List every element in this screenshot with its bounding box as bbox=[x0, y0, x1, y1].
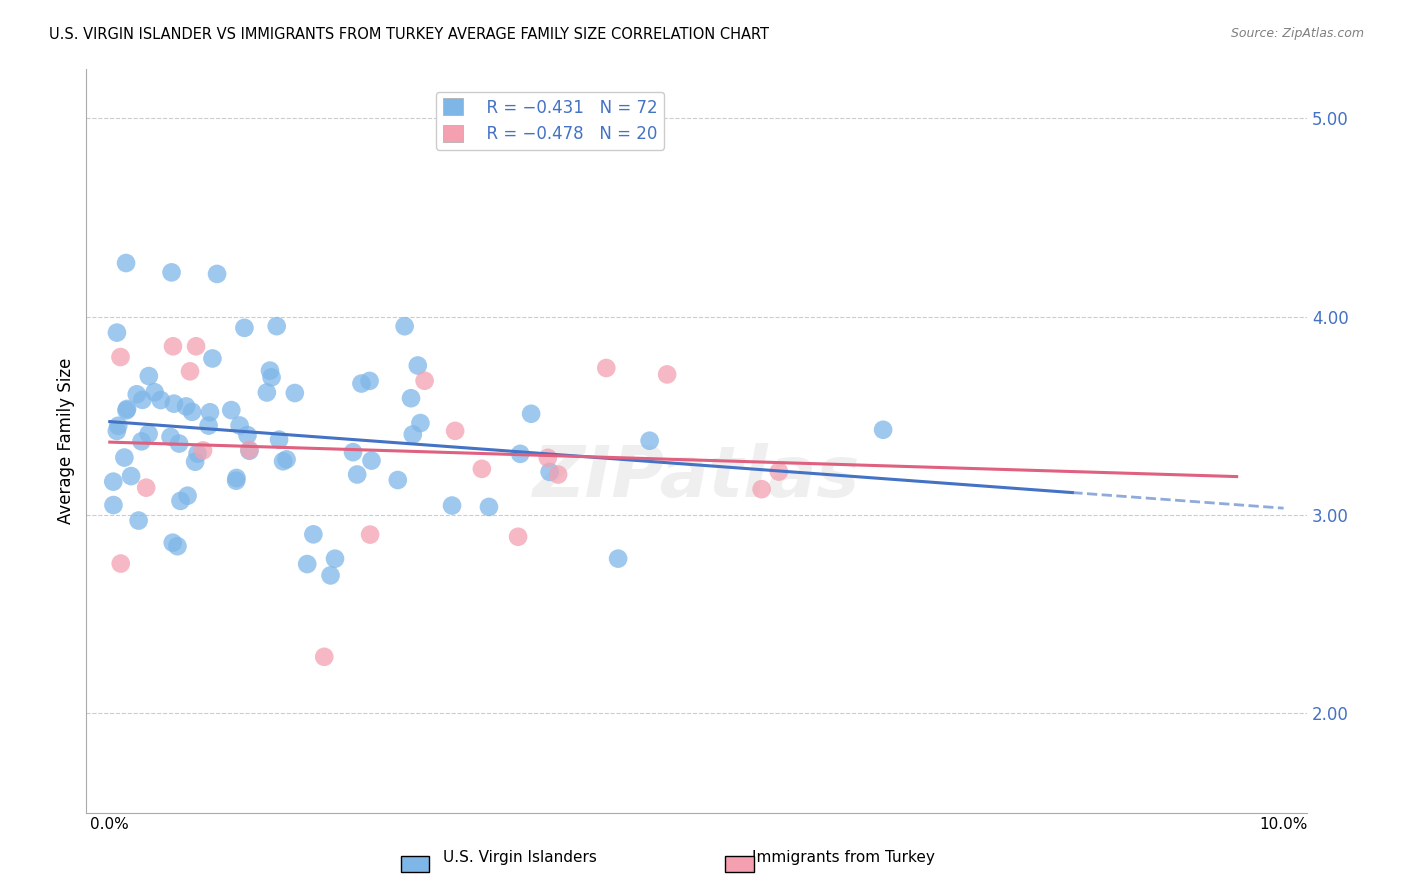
Point bbox=[256, 385, 278, 400]
Text: Immigrants from Turkey: Immigrants from Turkey bbox=[752, 850, 935, 865]
Point bbox=[221, 403, 243, 417]
Point bbox=[128, 514, 150, 528]
Point bbox=[115, 256, 138, 270]
Point bbox=[269, 433, 291, 447]
Point bbox=[350, 376, 373, 391]
Point bbox=[538, 465, 561, 479]
Point bbox=[284, 386, 307, 401]
Point bbox=[143, 385, 166, 400]
Point bbox=[233, 321, 256, 335]
Point bbox=[174, 400, 197, 414]
Point bbox=[359, 527, 381, 541]
Point bbox=[406, 359, 429, 373]
Point bbox=[176, 489, 198, 503]
Point bbox=[547, 467, 569, 482]
Point bbox=[413, 374, 436, 388]
Point bbox=[236, 428, 259, 442]
Point bbox=[537, 450, 560, 465]
Point bbox=[394, 319, 416, 334]
Point bbox=[198, 405, 221, 419]
Point bbox=[105, 424, 128, 438]
Point bbox=[342, 445, 364, 459]
Point bbox=[103, 475, 125, 489]
Point bbox=[346, 467, 368, 482]
Point bbox=[399, 391, 422, 405]
Point bbox=[162, 535, 184, 549]
Point bbox=[520, 407, 543, 421]
Text: Source: ZipAtlas.com: Source: ZipAtlas.com bbox=[1230, 27, 1364, 40]
Point bbox=[181, 405, 204, 419]
Point bbox=[110, 350, 132, 364]
Point bbox=[471, 462, 494, 476]
Point bbox=[509, 447, 531, 461]
Point bbox=[184, 339, 207, 353]
Point bbox=[115, 403, 138, 417]
Point bbox=[506, 530, 529, 544]
Point bbox=[238, 443, 260, 458]
Point bbox=[444, 424, 467, 438]
Point bbox=[655, 368, 678, 382]
Point bbox=[167, 436, 190, 450]
Point bbox=[638, 434, 661, 448]
Point bbox=[138, 426, 160, 441]
Point bbox=[125, 387, 148, 401]
Y-axis label: Average Family Size: Average Family Size bbox=[58, 358, 75, 524]
Point bbox=[768, 465, 790, 479]
Point bbox=[115, 401, 138, 416]
Point bbox=[169, 494, 191, 508]
Point bbox=[135, 481, 157, 495]
Point bbox=[120, 469, 142, 483]
Point bbox=[228, 418, 250, 433]
Point bbox=[260, 370, 283, 384]
Point bbox=[138, 369, 160, 384]
Point bbox=[387, 473, 409, 487]
Point bbox=[225, 474, 247, 488]
Point bbox=[323, 551, 346, 566]
Point bbox=[314, 649, 336, 664]
Text: U.S. Virgin Islanders: U.S. Virgin Islanders bbox=[443, 850, 598, 865]
Point bbox=[166, 539, 188, 553]
Point bbox=[225, 471, 247, 485]
Point bbox=[359, 374, 381, 388]
Point bbox=[197, 418, 219, 433]
Legend:   R = −0.431   N = 72,   R = −0.478   N = 20: R = −0.431 N = 72, R = −0.478 N = 20 bbox=[436, 92, 665, 150]
Point bbox=[276, 452, 298, 467]
Point bbox=[105, 326, 128, 340]
Point bbox=[110, 557, 132, 571]
Point bbox=[402, 427, 425, 442]
Point bbox=[112, 450, 135, 465]
Point bbox=[159, 430, 181, 444]
Point bbox=[205, 267, 228, 281]
Point bbox=[295, 557, 318, 571]
Point bbox=[131, 392, 153, 407]
Text: U.S. VIRGIN ISLANDER VS IMMIGRANTS FROM TURKEY AVERAGE FAMILY SIZE CORRELATION C: U.S. VIRGIN ISLANDER VS IMMIGRANTS FROM … bbox=[49, 27, 769, 42]
Point bbox=[191, 443, 214, 458]
Point bbox=[201, 351, 224, 366]
Point bbox=[186, 447, 208, 461]
Text: ZIPatlas: ZIPatlas bbox=[533, 443, 860, 512]
Point bbox=[238, 442, 260, 457]
Point bbox=[872, 423, 894, 437]
Point bbox=[266, 319, 288, 334]
Point bbox=[595, 361, 617, 376]
Point bbox=[131, 434, 153, 449]
Point bbox=[478, 500, 501, 514]
Point bbox=[184, 455, 207, 469]
Point bbox=[441, 499, 464, 513]
Point bbox=[271, 454, 294, 468]
Point bbox=[149, 393, 172, 408]
Point bbox=[160, 265, 183, 279]
Point bbox=[259, 363, 281, 377]
Point bbox=[103, 498, 125, 512]
Point bbox=[360, 453, 382, 467]
Point bbox=[162, 339, 184, 353]
Point bbox=[409, 416, 432, 430]
Point bbox=[163, 397, 186, 411]
Point bbox=[607, 551, 630, 566]
Point bbox=[107, 418, 129, 433]
Point bbox=[302, 527, 325, 541]
Point bbox=[319, 568, 342, 582]
Point bbox=[751, 482, 773, 496]
Point bbox=[179, 364, 201, 378]
